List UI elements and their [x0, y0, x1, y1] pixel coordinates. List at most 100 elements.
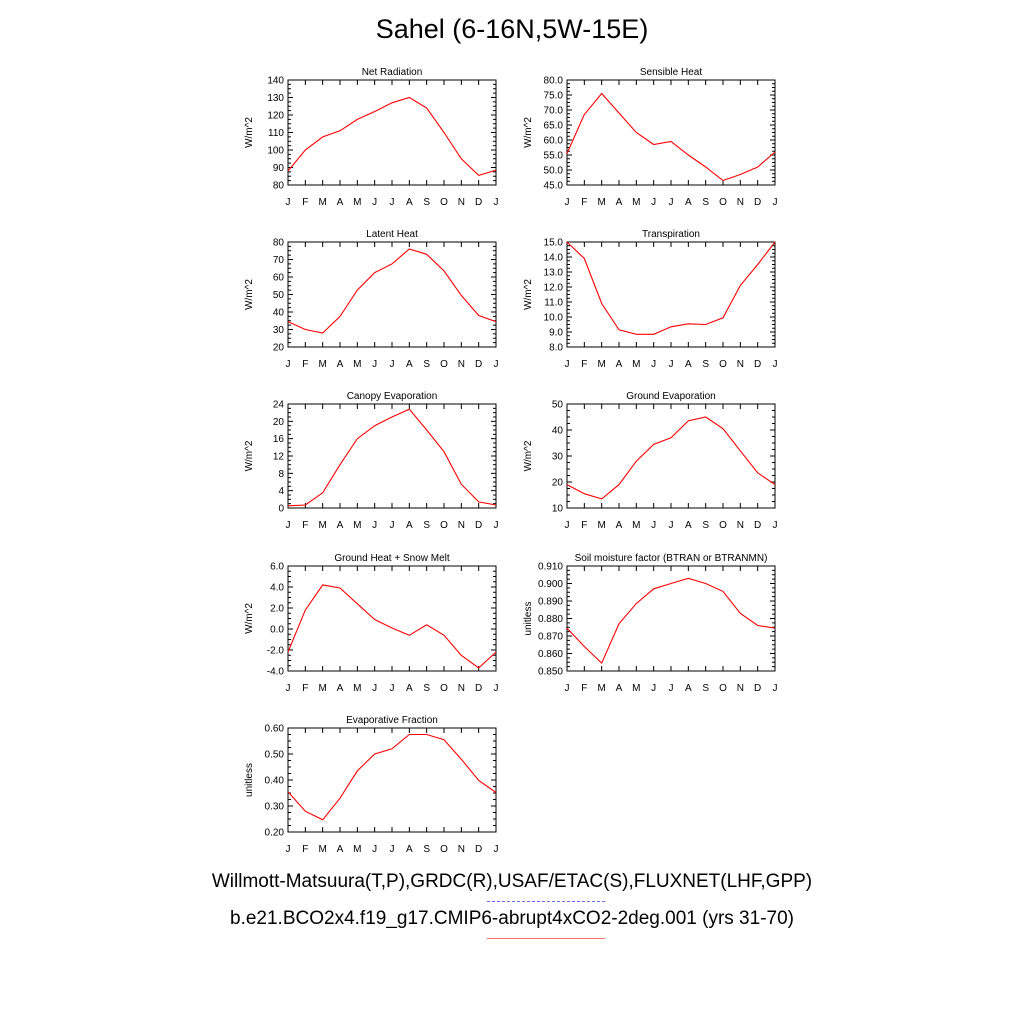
- series-line: [287, 96, 497, 177]
- y-axis-label: W/m^2: [523, 440, 534, 471]
- x-tick-label: J: [494, 197, 499, 208]
- chart-panel: Soil moisture factor (BTRAN or BTRANMN) u…: [523, 553, 778, 694]
- x-tick-label: J: [494, 520, 499, 531]
- x-tick-label: J: [286, 197, 291, 208]
- y-tick-label: 20: [273, 343, 285, 354]
- y-tick-label: 14.0: [544, 253, 564, 264]
- x-tick-label: D: [754, 520, 761, 531]
- x-tick-label: S: [702, 359, 709, 370]
- x-tick-label: M: [597, 683, 605, 694]
- x-tick-label: M: [632, 359, 640, 370]
- x-tick-label: J: [286, 844, 291, 855]
- observations-caption: Willmott-Matsuura(T,P),GRDC(R),USAF/ETAC…: [211, 871, 813, 892]
- x-tick-label: J: [286, 683, 291, 694]
- x-tick-label: D: [475, 197, 482, 208]
- series-line: [566, 577, 776, 665]
- x-tick-label: S: [702, 520, 709, 531]
- x-tick-label: O: [719, 683, 727, 694]
- y-tick-label: 12.0: [544, 283, 564, 294]
- x-tick-label: J: [372, 844, 377, 855]
- x-tick-label: J: [651, 520, 656, 531]
- series-line: [287, 248, 497, 334]
- x-tick-label: A: [616, 520, 623, 531]
- y-axis-label: W/m^2: [244, 603, 255, 634]
- y-tick-label: 55.0: [544, 151, 564, 162]
- y-tick-label: 16: [273, 434, 285, 445]
- x-tick-label: A: [616, 683, 623, 694]
- y-tick-label: 12: [273, 452, 285, 463]
- x-tick-label: S: [423, 844, 430, 855]
- x-tick-label: A: [406, 844, 413, 855]
- panel-title: Net Radiation: [362, 67, 423, 78]
- y-tick-label: 80: [273, 238, 285, 249]
- y-tick-label: 4.0: [270, 583, 284, 594]
- x-tick-label: J: [286, 520, 291, 531]
- y-tick-label: 24: [273, 400, 285, 411]
- x-tick-label: N: [458, 359, 465, 370]
- x-tick-label: F: [302, 683, 308, 694]
- y-tick-label: 45.0: [544, 181, 564, 192]
- x-tick-label: J: [390, 683, 395, 694]
- x-tick-label: S: [702, 683, 709, 694]
- y-tick-label: 140: [267, 76, 284, 87]
- series-line: [566, 241, 776, 335]
- x-tick-label: A: [685, 520, 692, 531]
- panel-title: Sensible Heat: [640, 67, 702, 78]
- x-tick-label: D: [754, 197, 761, 208]
- panel-title: Latent Heat: [366, 229, 418, 240]
- x-tick-label: J: [494, 359, 499, 370]
- x-tick-label: J: [565, 683, 570, 694]
- y-axis-label: W/m^2: [523, 117, 534, 148]
- x-tick-label: D: [475, 359, 482, 370]
- series-line: [566, 416, 776, 500]
- y-tick-label: 90: [273, 163, 285, 174]
- x-tick-label: M: [318, 197, 326, 208]
- x-tick-label: S: [702, 197, 709, 208]
- y-tick-label: 70: [273, 255, 285, 266]
- y-tick-label: 0.0: [270, 625, 284, 636]
- x-tick-label: F: [581, 197, 587, 208]
- y-tick-label: 0.50: [265, 750, 285, 761]
- y-tick-label: 50: [552, 400, 564, 411]
- y-tick-label: 13.0: [544, 268, 564, 279]
- x-tick-label: D: [754, 359, 761, 370]
- chart-panel: Transpiration W/m^2 8.0 9.0 10.0 11.0 12.0 13.0…: [523, 229, 778, 370]
- y-tick-label: 0.30: [265, 802, 285, 813]
- chart-panel: Evaporative Fraction unitless 0.20 0.30 0.40…: [244, 715, 499, 855]
- x-tick-label: A: [406, 197, 413, 208]
- y-tick-label: 0.40: [265, 776, 285, 787]
- y-tick-label: 100: [267, 146, 284, 157]
- x-tick-label: J: [773, 197, 778, 208]
- y-axis-label: W/m^2: [244, 279, 255, 310]
- x-tick-label: A: [337, 520, 344, 531]
- page-title: Sahel (6-16N,5W-15E): [375, 14, 649, 44]
- x-tick-label: N: [737, 520, 744, 531]
- y-tick-label: 60: [273, 273, 285, 284]
- panel-title: Soil moisture factor (BTRAN or BTRANMN): [575, 553, 768, 564]
- x-tick-label: F: [581, 359, 587, 370]
- y-tick-label: 8.0: [549, 343, 563, 354]
- y-tick-label: -4.0: [267, 667, 285, 678]
- y-tick-label: 30: [552, 452, 564, 463]
- x-tick-label: J: [565, 197, 570, 208]
- y-tick-label: 120: [267, 111, 284, 122]
- x-tick-label: D: [475, 683, 482, 694]
- x-tick-label: J: [390, 520, 395, 531]
- x-tick-label: A: [406, 359, 413, 370]
- y-tick-label: 6.0: [270, 562, 284, 573]
- x-tick-label: A: [337, 844, 344, 855]
- x-tick-label: M: [632, 520, 640, 531]
- x-tick-label: N: [458, 844, 465, 855]
- y-tick-label: 0.850: [538, 667, 563, 678]
- x-tick-label: F: [581, 520, 587, 531]
- y-tick-label: 40: [273, 308, 285, 319]
- x-tick-label: J: [651, 683, 656, 694]
- y-tick-label: 50.0: [544, 166, 564, 177]
- plot-frame: [287, 565, 497, 672]
- x-tick-label: O: [719, 197, 727, 208]
- x-tick-label: A: [406, 683, 413, 694]
